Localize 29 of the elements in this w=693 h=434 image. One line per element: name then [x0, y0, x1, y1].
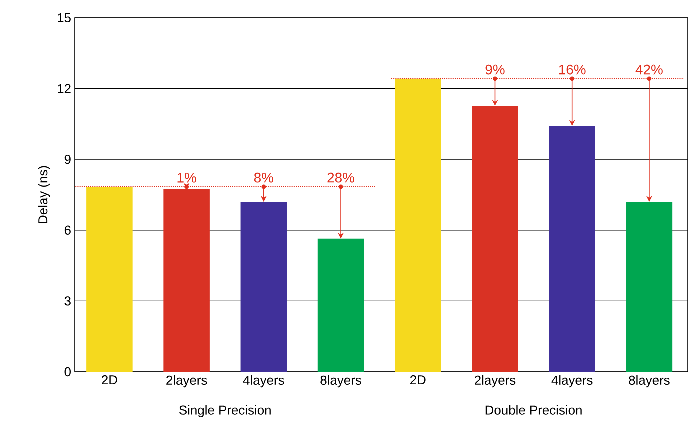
- x-tick-label: 2D: [410, 376, 426, 385]
- annotation: 28%: [328, 172, 354, 183]
- y-tick-label: 3: [64, 296, 71, 306]
- annotation: 1%: [178, 173, 196, 183]
- y-tick-label: 12: [58, 84, 71, 94]
- annotation: 9%: [486, 64, 505, 75]
- y-tick-label: 0: [64, 367, 71, 377]
- annotation: 8%: [254, 172, 274, 183]
- bar: [318, 238, 364, 372]
- text: Single Precision: [180, 405, 271, 418]
- annotation: 16%: [559, 64, 586, 75]
- x-tick-label: 4layers: [552, 376, 593, 388]
- y-tick-label: 15: [58, 13, 71, 23]
- bar: [626, 202, 673, 372]
- bar: [240, 202, 288, 372]
- annotation: 42%: [636, 64, 663, 75]
- bar: [549, 126, 596, 372]
- x-tick-label: 4layers: [243, 376, 284, 388]
- y-tick-label: 6: [64, 226, 71, 235]
- x-tick-label: 2layers: [166, 376, 208, 388]
- bar: [394, 78, 442, 372]
- x-tick-label: 8layers: [320, 376, 362, 388]
- y-tick-label: 9: [64, 155, 71, 164]
- bar: [86, 186, 133, 372]
- y-axis-title: Delay (ns): [38, 166, 50, 224]
- x-tick-label: 8layers: [629, 376, 670, 388]
- text: Double Precision: [486, 405, 582, 415]
- x-tick-label: 2layers: [475, 376, 516, 388]
- x-tick-label: 2D: [102, 376, 118, 385]
